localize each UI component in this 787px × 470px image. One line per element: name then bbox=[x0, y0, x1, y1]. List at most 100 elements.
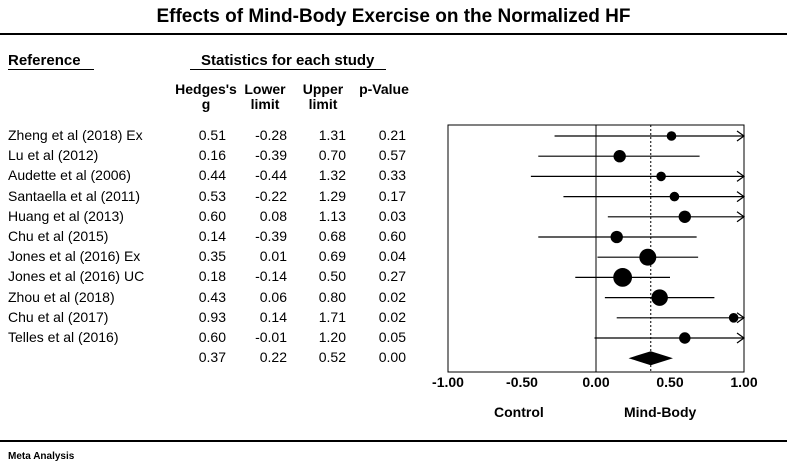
footer-rule bbox=[0, 440, 787, 442]
hedges-g-value: 0.44 bbox=[198, 167, 226, 184]
study-name: Zheng et al (2018) Ex bbox=[8, 127, 143, 143]
point-estimate bbox=[656, 171, 666, 182]
ci-arrow-icon bbox=[736, 312, 746, 324]
col-header-upper: Upper limit bbox=[302, 81, 344, 112]
point-estimate bbox=[669, 191, 680, 202]
point-estimate bbox=[613, 268, 633, 287]
hedges-g-value: 0.37 bbox=[198, 349, 226, 366]
point-estimate bbox=[613, 150, 626, 163]
study-row: Chu et al (2017) 0.93 0.14 1.71 0.02 bbox=[0, 309, 430, 329]
chart-title: Effects of Mind-Body Exercise on the Nor… bbox=[156, 6, 631, 27]
statistics-underline bbox=[190, 69, 386, 70]
hedges-g-value: 0.60 bbox=[198, 329, 226, 345]
x-tick-label: 0.50 bbox=[656, 374, 684, 390]
study-row: Zheng et al (2018) Ex 0.51 -0.28 1.31 0.21 bbox=[0, 127, 430, 147]
point-estimate bbox=[610, 230, 623, 244]
study-row: Jones et al (2016) UC 0.18 -0.14 0.50 0.27 bbox=[0, 268, 430, 288]
upper-limit-value: 0.52 bbox=[318, 349, 346, 366]
upper-limit-value: 0.80 bbox=[318, 288, 346, 305]
study-row: Audette et al (2006) 0.44 -0.44 1.32 0.33 bbox=[0, 167, 430, 187]
col-header-g: Hedges's g bbox=[175, 81, 237, 112]
p-value: 0.60 bbox=[378, 228, 406, 244]
ci-arrow-icon bbox=[736, 211, 746, 223]
point-estimate bbox=[666, 131, 677, 141]
statistics-header: Statistics for each study bbox=[201, 52, 375, 69]
footer-text: Meta Analysis bbox=[8, 451, 75, 462]
ci-arrow-icon bbox=[736, 191, 746, 203]
ci-arrow-icon bbox=[736, 170, 746, 182]
study-name: Chu et al (2017) bbox=[8, 308, 109, 325]
study-row: Zhou et al (2018) 0.43 0.06 0.80 0.02 bbox=[0, 289, 430, 309]
point-estimate bbox=[651, 289, 668, 306]
p-value: 0.02 bbox=[378, 308, 406, 325]
lower-limit-value: -0.44 bbox=[255, 167, 287, 184]
summary-diamond bbox=[628, 351, 673, 366]
study-row: Lu et al (2012) 0.16 -0.39 0.70 0.57 bbox=[0, 147, 430, 167]
study-name: Lu et al (2012) bbox=[8, 147, 99, 164]
study-name: Jones et al (2016) UC bbox=[8, 268, 145, 285]
x-tick-label: 1.00 bbox=[730, 374, 758, 390]
upper-limit-value: 1.20 bbox=[318, 329, 346, 345]
lower-limit-value: 0.14 bbox=[259, 308, 287, 325]
lower-limit-value: -0.14 bbox=[255, 268, 287, 285]
p-value: 0.00 bbox=[378, 349, 406, 366]
col-header-p: p-Value bbox=[359, 81, 409, 97]
hedges-g-value: 0.53 bbox=[198, 187, 226, 204]
reference-underline bbox=[8, 69, 94, 70]
upper-limit-value: 0.70 bbox=[318, 147, 346, 164]
study-name: Jones et al (2016) Ex bbox=[8, 248, 141, 265]
title-rule bbox=[0, 33, 787, 35]
study-name: Santaella et al (2011) bbox=[8, 187, 141, 204]
hedges-g-value: 0.18 bbox=[198, 268, 226, 285]
lower-limit-value: 0.01 bbox=[259, 248, 287, 265]
upper-limit-value: 1.32 bbox=[318, 167, 346, 184]
lower-limit-value: -0.39 bbox=[255, 228, 287, 244]
p-value: 0.33 bbox=[378, 167, 406, 184]
study-name: Telles et al (2016) bbox=[8, 329, 119, 345]
p-value: 0.05 bbox=[378, 329, 406, 345]
upper-limit-value: 1.31 bbox=[318, 127, 346, 143]
point-estimate bbox=[679, 332, 691, 344]
p-value: 0.57 bbox=[378, 147, 406, 164]
ci-arrow-icon bbox=[736, 332, 746, 344]
upper-limit-value: 1.13 bbox=[318, 207, 346, 224]
study-row: Huang et al (2013) 0.60 0.08 1.13 0.03 bbox=[0, 208, 430, 228]
point-estimate bbox=[678, 210, 691, 223]
upper-limit-value: 0.69 bbox=[318, 248, 346, 265]
lower-limit-value: -0.22 bbox=[255, 187, 287, 204]
lower-limit-value: 0.08 bbox=[259, 207, 287, 224]
hedges-g-value: 0.60 bbox=[198, 207, 226, 224]
favours-control-label: Control bbox=[494, 404, 544, 420]
hedges-g-value: 0.14 bbox=[198, 228, 226, 244]
p-value: 0.27 bbox=[378, 268, 406, 285]
p-value: 0.03 bbox=[378, 207, 406, 224]
study-name: Huang et al (2013) bbox=[8, 207, 124, 224]
study-row: Chu et al (2015) 0.14 -0.39 0.68 0.60 bbox=[0, 228, 430, 248]
lower-limit-value: 0.22 bbox=[259, 349, 287, 366]
x-tick-label: 0.00 bbox=[582, 374, 610, 390]
point-estimate bbox=[639, 248, 657, 266]
ci-arrow-icon bbox=[736, 130, 746, 142]
favours-mind-body-label: Mind-Body bbox=[624, 404, 697, 420]
study-row: Jones et al (2016) Ex 0.35 0.01 0.69 0.04 bbox=[0, 248, 430, 268]
p-value: 0.02 bbox=[378, 288, 406, 305]
hedges-g-value: 0.93 bbox=[198, 308, 226, 325]
p-value: 0.21 bbox=[378, 127, 406, 143]
reference-header: Reference bbox=[8, 52, 81, 69]
study-name: Zhou et al (2018) bbox=[8, 288, 115, 305]
hedges-g-value: 0.43 bbox=[198, 288, 226, 305]
study-name: Chu et al (2015) bbox=[8, 228, 109, 244]
p-value: 0.04 bbox=[378, 248, 406, 265]
hedges-g-value: 0.16 bbox=[198, 147, 226, 164]
study-row: Telles et al (2016) 0.60 -0.01 1.20 0.05 bbox=[0, 329, 430, 349]
col-header-lower: Lower limit bbox=[244, 81, 286, 112]
x-tick-label: -1.00 bbox=[432, 374, 464, 390]
p-value: 0.17 bbox=[378, 187, 406, 204]
lower-limit-value: -0.01 bbox=[255, 329, 287, 345]
study-name: Audette et al (2006) bbox=[8, 167, 131, 184]
upper-limit-value: 1.29 bbox=[318, 187, 346, 204]
upper-limit-value: 0.50 bbox=[318, 268, 346, 285]
hedges-g-value: 0.51 bbox=[198, 127, 226, 143]
upper-limit-value: 0.68 bbox=[318, 228, 346, 244]
